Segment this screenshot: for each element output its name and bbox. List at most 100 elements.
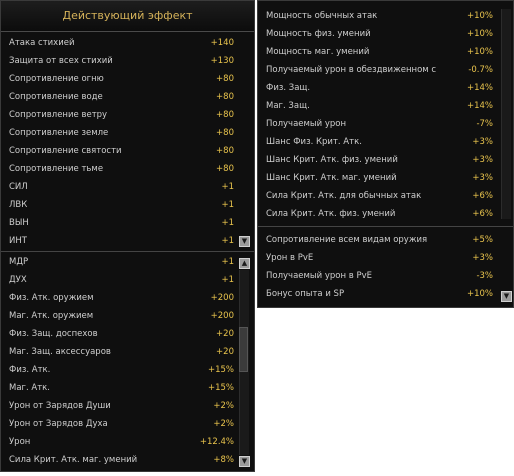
scroll-down-arrow-icon[interactable]: ▼ — [501, 291, 512, 302]
effect-value: +3% — [472, 155, 493, 165]
effect-row: Атака стихией +140 — [1, 34, 254, 52]
effect-row: ЛВК +1 — [1, 196, 254, 214]
effect-value: +14% — [466, 83, 493, 93]
effect-label: Сила Крит. Атк. маг. умений — [9, 455, 138, 465]
effect-value: +1 — [221, 257, 234, 267]
effect-value: -0.7% — [468, 65, 493, 75]
effect-label: ДУХ — [9, 275, 27, 285]
effect-row: Урон от Зарядов Души +2% — [1, 397, 254, 415]
effect-label: Физ. Защ. — [266, 83, 311, 93]
effect-row: Физ. Защ. +14% — [258, 79, 513, 97]
effect-value: +80 — [216, 92, 234, 102]
effect-row: Шанс Крит. Атк. физ. умений +3% — [258, 151, 513, 169]
effect-row: Маг. Защ. +14% — [258, 97, 513, 115]
effect-label: Сила Крит. Атк. для обычных атак — [266, 191, 422, 201]
effect-value: +20 — [216, 347, 234, 357]
scroll-down-arrow-icon[interactable]: ▼ — [239, 236, 250, 247]
effect-value: +1 — [221, 200, 234, 210]
effect-value: +1 — [221, 236, 234, 246]
effect-label: Мощность обычных атак — [266, 11, 378, 21]
effect-value: +80 — [216, 146, 234, 156]
effect-value: +1 — [221, 218, 234, 228]
effect-label: Урон в PvE — [266, 253, 314, 263]
effect-row: Сопротивление святости +80 — [1, 142, 254, 160]
effect-value: +3% — [472, 253, 493, 263]
effects-panel-right: Мощность обычных атак +10% Мощность физ. у… — [257, 0, 514, 308]
effect-row: Маг. Защ. аксессуаров +20 — [1, 343, 254, 361]
effect-value: +200 — [210, 311, 234, 321]
effect-label: Сила Крит. Атк. физ. умений — [266, 209, 396, 219]
effects-panel-left: Действующий эффект Атака стихией +140 Защи… — [0, 0, 255, 472]
scrollbar-thumb[interactable] — [239, 327, 248, 372]
list-divider — [1, 251, 254, 252]
effect-value: -3% — [476, 271, 493, 281]
effect-value: +10% — [466, 11, 493, 21]
effect-value: +15% — [207, 383, 234, 393]
effect-row: Физ. Атк. оружием +200 — [1, 289, 254, 307]
effect-label: Маг. Атк. оружием — [9, 311, 94, 321]
effect-value: +80 — [216, 164, 234, 174]
effect-label: Урон от Зарядов Духа — [9, 419, 108, 429]
effect-label: Сопротивление земле — [9, 128, 109, 138]
effect-row: Физ. Атк. +15% — [1, 361, 254, 379]
effect-label: Сопротивление огню — [9, 74, 104, 84]
effect-row: Урон +12.4% — [1, 433, 254, 451]
effect-label: Шанс Крит. Атк. маг. умений — [266, 173, 397, 183]
effect-value: +14% — [466, 101, 493, 111]
effect-value: +3% — [472, 173, 493, 183]
effects-list-top: Мощность обычных атак +10% Мощность физ. у… — [258, 7, 513, 223]
effect-label: Защита от всех стихий — [9, 56, 113, 66]
effect-value: +10% — [466, 29, 493, 39]
effect-value: +200 — [210, 293, 234, 303]
effect-label: Маг. Атк. — [9, 383, 51, 393]
effects-list-top: Атака стихией +140 Защита от всех стихий +1… — [1, 34, 254, 250]
effect-row: МДР +1 — [1, 253, 254, 271]
effect-label: МДР — [9, 257, 29, 267]
effect-label: Получаемый урон в обездвиженном со — [266, 65, 436, 75]
effect-row: Получаемый урон в обездвиженном со -0.7% — [258, 61, 513, 79]
effect-label: Мощность маг. умений — [266, 47, 370, 57]
effect-value: +6% — [472, 209, 493, 219]
effect-label: Маг. Защ. — [266, 101, 310, 111]
effect-label: ИНТ — [9, 236, 27, 246]
effect-label: ВЫН — [9, 218, 29, 228]
scrollbar-track[interactable] — [501, 9, 511, 219]
effect-row: Маг. Атк. +15% — [1, 379, 254, 397]
effect-row: Получаемый урон в PvE -3% — [258, 267, 513, 285]
effect-row: Сопротивление всем видам оружия +5% — [258, 231, 513, 249]
effect-value: +15% — [207, 365, 234, 375]
effect-value: -7% — [476, 119, 493, 129]
effect-row: Шанс Физ. Крит. Атк. +3% — [258, 133, 513, 151]
effect-row: Получаемый урон -7% — [258, 115, 513, 133]
effect-row: Защита от всех стихий +130 — [1, 52, 254, 70]
effect-value: +3% — [472, 137, 493, 147]
effect-row: Сопротивление тьме +80 — [1, 160, 254, 178]
effect-row: Маг. Атк. оружием +200 — [1, 307, 254, 325]
effect-value: +2% — [213, 419, 234, 429]
effect-row: ИНТ +1 — [1, 232, 254, 250]
effect-row: Бонус опыта и SP +10% — [258, 285, 513, 303]
effect-value: +80 — [216, 128, 234, 138]
scroll-down-arrow-icon[interactable]: ▼ — [239, 456, 250, 467]
effect-row: Шанс Крит. Атк. маг. умений +3% — [258, 169, 513, 187]
effect-value: +130 — [210, 56, 234, 66]
effect-label: Сопротивление тьме — [9, 164, 104, 174]
effect-row: Сопротивление земле +80 — [1, 124, 254, 142]
scroll-up-arrow-icon[interactable]: ▲ — [239, 258, 250, 269]
effect-row: Сила Крит. Атк. для обычных атак +6% — [258, 187, 513, 205]
effect-value: +10% — [466, 289, 493, 299]
effect-label: Физ. Атк. — [9, 365, 51, 375]
effect-value: +12.4% — [199, 437, 234, 447]
effect-label: ЛВК — [9, 200, 28, 210]
effect-value: +5% — [472, 235, 493, 245]
effect-value: +10% — [466, 47, 493, 57]
effect-label: Маг. Защ. аксессуаров — [9, 347, 111, 357]
effect-row: ДУХ +1 — [1, 271, 254, 289]
effects-list-bottom: Сопротивление всем видам оружия +5% Урон в… — [258, 231, 513, 307]
effect-row: Сила Крит. Атк. физ. умений +6% — [258, 205, 513, 223]
effect-label: Шанс Крит. Атк. физ. умений — [266, 155, 398, 165]
effect-label: Шанс Физ. Крит. Атк. — [266, 137, 362, 147]
effect-label: Сопротивление всем видам оружия — [266, 235, 428, 245]
effect-value: +80 — [216, 74, 234, 84]
effect-label: Урон от Зарядов Души — [9, 401, 111, 411]
